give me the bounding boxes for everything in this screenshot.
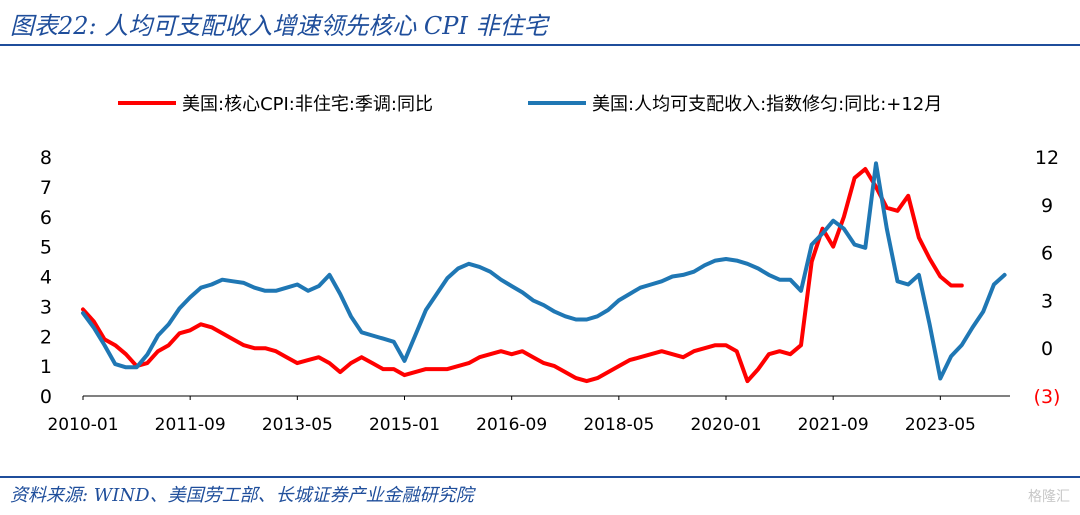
left-tick-label: 0 xyxy=(40,386,52,408)
x-tick-label: 2010-01 xyxy=(47,415,118,435)
left-tick-label: 7 xyxy=(40,177,52,199)
x-tick-label: 2013-05 xyxy=(262,415,333,435)
axes: 2010-01 2011-09 2013-05 2015-01 2016-09 2018-… xyxy=(40,147,1061,435)
series-line-core-cpi xyxy=(81,167,964,384)
x-tick-label: 2023-05 xyxy=(905,415,976,435)
chart-title: 图表22: 人均可支配收入增速领先核心 CPI 非住宅 xyxy=(10,12,548,40)
left-tick-label: 8 xyxy=(40,147,52,169)
legend: 美国:核心CPI:非住宅:季调:同比 美国:人均可支配收入:指数修匀:同比:+12… xyxy=(118,94,942,115)
x-tick-label: 2020-01 xyxy=(690,415,761,435)
left-tick-label: 6 xyxy=(40,207,52,229)
right-tick-label: (3) xyxy=(1034,386,1061,408)
footer-rule xyxy=(0,476,1080,478)
right-tick-label: 6 xyxy=(1041,243,1053,265)
left-tick-label: 1 xyxy=(40,356,52,378)
series-line-income xyxy=(81,161,1007,381)
x-tick-label: 2015-01 xyxy=(369,415,440,435)
left-tick-label: 2 xyxy=(40,326,52,348)
right-tick-label: 3 xyxy=(1041,290,1053,312)
line-chart: 美国:核心CPI:非住宅:季调:同比 美国:人均可支配收入:指数修匀:同比:+12… xyxy=(40,94,1061,435)
right-tick-label: 0 xyxy=(1041,338,1053,360)
x-tick-label: 2016-09 xyxy=(476,415,547,435)
x-tick-label: 2018-05 xyxy=(583,415,654,435)
title-rule xyxy=(0,44,1080,46)
x-tick-label: 2021-09 xyxy=(798,415,869,435)
watermark: 格隆汇 xyxy=(1028,489,1070,505)
right-tick-label: 12 xyxy=(1035,147,1059,169)
left-tick-label: 3 xyxy=(40,296,52,318)
plot-area xyxy=(81,161,1007,384)
left-tick-label: 5 xyxy=(40,237,52,259)
legend-label: 美国:人均可支配收入:指数修匀:同比:+12月 xyxy=(592,94,942,115)
x-tick-label: 2011-09 xyxy=(155,415,226,435)
source-note: 资料来源: WIND、美国劳工部、长城证券产业金融研究院 xyxy=(10,485,474,506)
left-tick-label: 4 xyxy=(40,267,52,289)
legend-label: 美国:核心CPI:非住宅:季调:同比 xyxy=(182,94,433,115)
right-tick-label: 9 xyxy=(1041,195,1053,217)
